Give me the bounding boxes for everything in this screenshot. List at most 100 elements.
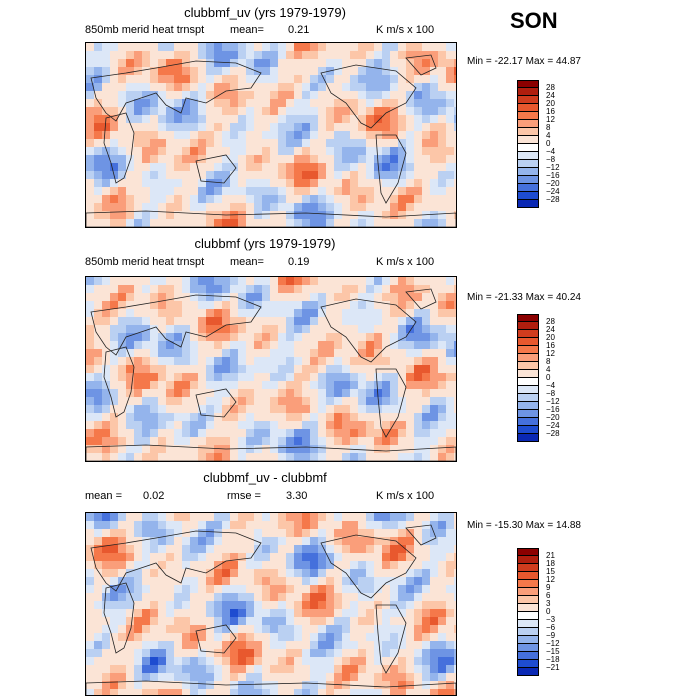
field-cell (142, 617, 150, 625)
field-cell (430, 317, 438, 325)
field-cell (446, 317, 454, 325)
field-cell (166, 67, 174, 75)
field-cell (310, 405, 318, 413)
field-cell (110, 219, 118, 227)
field-cell (150, 381, 158, 389)
field-cell (174, 601, 182, 609)
field-cell (390, 373, 398, 381)
field-cell (294, 51, 302, 59)
field-cell (110, 617, 118, 625)
field-cell (246, 131, 254, 139)
field-cell (414, 389, 422, 397)
field-cell (326, 649, 334, 657)
field-cell (342, 665, 350, 673)
field-cell (326, 529, 334, 537)
field-cell (134, 453, 142, 461)
field-cell (438, 389, 446, 397)
field-cell (358, 665, 366, 673)
field-cell (430, 689, 438, 695)
field-cell (366, 553, 374, 561)
field-cell (318, 553, 326, 561)
field-cell (398, 83, 406, 91)
field-cell (126, 609, 134, 617)
field-cell (150, 107, 158, 115)
field-cell (254, 325, 262, 333)
field-cell (406, 373, 414, 381)
field-cell (158, 195, 166, 203)
field-cell (358, 333, 366, 341)
field-cell (222, 405, 230, 413)
field-cell (118, 569, 126, 577)
coastline (195, 388, 237, 418)
field-cell (334, 147, 342, 155)
field-cell (246, 413, 254, 421)
field-cell (390, 147, 398, 155)
field-cell (206, 633, 214, 641)
field-cell (206, 609, 214, 617)
field-cell (342, 429, 350, 437)
field-cell (326, 179, 334, 187)
field-cell (374, 195, 382, 203)
field-cell (422, 617, 430, 625)
field-cell (158, 83, 166, 91)
field-cell (294, 91, 302, 99)
field-cell (414, 317, 422, 325)
field-cell (198, 657, 206, 665)
field-cell (166, 389, 174, 397)
field-cell (142, 51, 150, 59)
field-cell (398, 219, 406, 227)
field-cell (198, 357, 206, 365)
field-cell (294, 521, 302, 529)
field-cell (102, 365, 110, 373)
legend-swatch (517, 96, 539, 104)
field-cell (230, 545, 238, 553)
field-cell (126, 107, 134, 115)
legend-swatch (517, 612, 539, 620)
field-cell (262, 317, 270, 325)
field-cell (174, 585, 182, 593)
field-cell (398, 309, 406, 317)
field-cell (198, 107, 206, 115)
field-cell (238, 309, 246, 317)
field-cell (246, 139, 254, 147)
field-cell (222, 641, 230, 649)
field-cell (118, 357, 126, 365)
field-cell (382, 219, 390, 227)
field-cell (86, 317, 94, 325)
field-cell (118, 421, 126, 429)
field-cell (134, 601, 142, 609)
field-cell (366, 107, 374, 115)
field-cell (174, 529, 182, 537)
field-cell (454, 59, 456, 67)
field-cell (406, 67, 414, 75)
field-cell (398, 641, 406, 649)
field-cell (358, 325, 366, 333)
field-cell (406, 577, 414, 585)
field-cell (238, 673, 246, 681)
field-cell (254, 545, 262, 553)
field-cell (102, 617, 110, 625)
field-cell (286, 429, 294, 437)
field-cell (430, 421, 438, 429)
legend-tick-label: 8 (546, 123, 551, 132)
field-cell (334, 373, 342, 381)
field-cell (182, 51, 190, 59)
field-cell (102, 357, 110, 365)
field-cell (150, 51, 158, 59)
field-cell (166, 171, 174, 179)
legend-swatch (517, 418, 539, 426)
field-cell (270, 413, 278, 421)
field-cell (422, 561, 430, 569)
field-cell (166, 633, 174, 641)
field-cell (94, 43, 102, 51)
field-cell (86, 569, 94, 577)
field-cell (286, 309, 294, 317)
field-cell (430, 187, 438, 195)
field-cell (134, 349, 142, 357)
field-cell (158, 293, 166, 301)
field-cell (142, 285, 150, 293)
field-cell (454, 421, 456, 429)
field-cell (358, 577, 366, 585)
field-cell (310, 155, 318, 163)
field-cell (238, 139, 246, 147)
